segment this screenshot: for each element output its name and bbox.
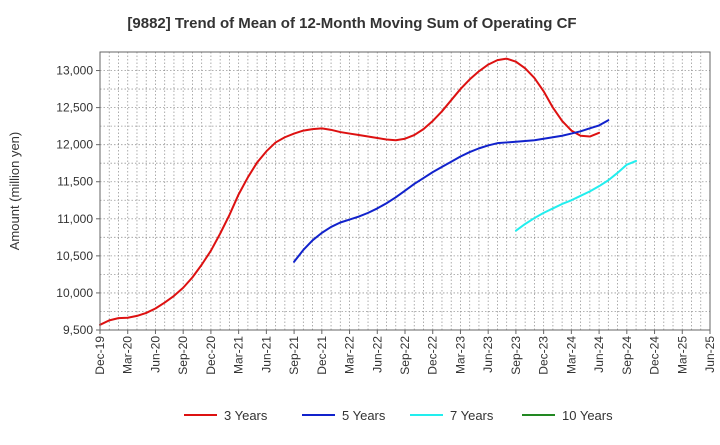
x-tick-label: Mar-22 xyxy=(343,336,357,374)
legend-label-5-years: 5 Years xyxy=(342,408,386,423)
y-axis-label: Amount (million yen) xyxy=(7,132,22,251)
y-axis-ticks: 9,500 10,000 10,500 11,000 11,500 12,000 12,50… xyxy=(56,64,100,337)
series-line-5-years xyxy=(293,119,610,263)
x-tick-label: Sep-24 xyxy=(620,336,634,375)
x-tick-label: Dec-21 xyxy=(315,336,329,375)
x-tick-label: Jun-24 xyxy=(592,336,606,373)
x-tick-label: Dec-24 xyxy=(648,336,662,375)
y-tick-label: 12,000 xyxy=(56,138,93,152)
x-tick-label: Sep-20 xyxy=(176,336,190,375)
x-tick-label: Mar-24 xyxy=(564,336,578,374)
x-tick-label: Sep-23 xyxy=(509,336,523,375)
y-tick-label: 11,000 xyxy=(57,212,93,226)
legend: 3 Years 5 Years 7 Years 10 Years xyxy=(184,408,613,423)
legend-label-7-years: 7 Years xyxy=(450,408,494,423)
x-tick-label: Dec-22 xyxy=(426,336,440,375)
x-tick-label: Mar-21 xyxy=(232,336,246,374)
x-tick-label: Mar-20 xyxy=(121,336,135,374)
x-tick-label: Jun-25 xyxy=(703,336,717,373)
x-tick-label: Sep-21 xyxy=(287,336,301,375)
grid-layer xyxy=(100,52,710,330)
series-layer xyxy=(99,57,638,326)
x-tick-label: Mar-23 xyxy=(453,336,467,374)
x-tick-label: Jun-23 xyxy=(481,336,495,373)
chart-title: [9882] Trend of Mean of 12-Month Moving … xyxy=(127,15,576,32)
y-tick-label: 10,500 xyxy=(56,249,93,263)
x-tick-label: Dec-23 xyxy=(537,336,551,375)
y-tick-label: 13,000 xyxy=(56,64,93,78)
x-axis-ticks: Dec-19 Mar-20 Jun-20 Sep-20 Dec-20 Mar-21 Jun-… xyxy=(93,330,717,375)
legend-label-3-years: 3 Years xyxy=(224,408,268,423)
x-tick-label: Sep-22 xyxy=(398,336,412,375)
plot-area xyxy=(99,51,711,331)
x-tick-label: Dec-20 xyxy=(204,336,218,375)
x-tick-label: Jun-21 xyxy=(259,336,273,373)
x-tick-label: Dec-19 xyxy=(93,336,107,375)
x-tick-label: Jun-20 xyxy=(148,336,162,373)
y-tick-label: 12,500 xyxy=(56,101,93,115)
series-line-3-years xyxy=(99,57,601,326)
y-tick-label: 9,500 xyxy=(63,323,93,337)
x-tick-label: Jun-22 xyxy=(370,336,384,373)
legend-label-10-years: 10 Years xyxy=(562,408,613,423)
y-tick-label: 10,000 xyxy=(56,286,93,300)
y-tick-label: 11,500 xyxy=(57,175,93,189)
x-tick-label: Mar-25 xyxy=(675,336,689,374)
series-line-7-years xyxy=(514,159,638,232)
